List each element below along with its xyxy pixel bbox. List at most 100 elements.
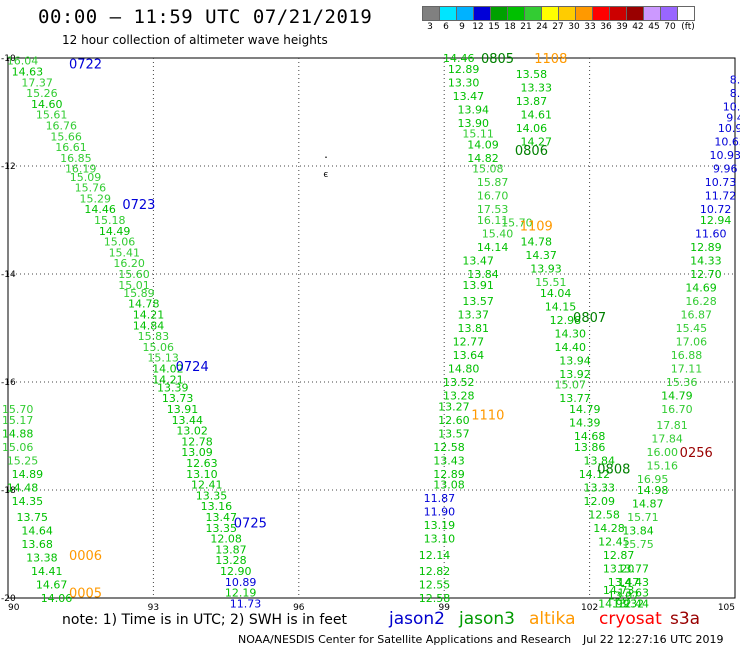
wave-height-value: 15.71 [627, 511, 659, 524]
wave-height-value: 15.09 [70, 171, 102, 184]
wave-height-value: 14.98 [637, 484, 669, 497]
wave-height-value: 16.04 [7, 55, 39, 68]
wave-height-value: 13.77 [617, 562, 649, 575]
wave-height-value: 12.94 [700, 214, 732, 227]
wave-height-value: 13.64 [453, 349, 485, 362]
wave-height-value: 12.89 [448, 63, 480, 76]
wave-height-value: 10.73 [705, 176, 737, 189]
wave-height-value: 11.87 [424, 492, 456, 505]
wave-height-value: 15.26 [26, 87, 58, 100]
wave-height-value: 10.93 [710, 149, 740, 162]
wave-height-value: 14.43 [617, 576, 649, 589]
colorbar-label: 18 [504, 22, 516, 32]
wave-height-value: 15.40 [482, 228, 514, 241]
wave-height-value: 13.08 [433, 479, 465, 492]
colorbar-label: 36 [600, 22, 612, 32]
wave-height-value: 12.78 [181, 435, 213, 448]
wave-height-value: 16.11 [477, 214, 509, 227]
wave-height-value: 12.58 [588, 508, 620, 521]
wave-height-value: 13.47 [206, 511, 238, 524]
colorbar-label: 45 [648, 22, 660, 32]
wave-height-value: 13.37 [458, 309, 490, 322]
wave-height-value: 13.32 [613, 597, 645, 610]
colorbar-swatch [677, 6, 695, 21]
wave-height-value: 14.87 [632, 498, 664, 511]
pass-time-label: 0807 [573, 311, 606, 326]
wave-height-value: 15.41 [109, 246, 141, 259]
wave-height-value: 15.75 [622, 538, 654, 551]
colorbar-label: 12 [472, 22, 484, 32]
wave-height-value: 16.28 [685, 295, 717, 308]
wave-height-value: 11.72 [705, 190, 737, 203]
wave-height-value: 15.18 [94, 214, 126, 227]
wave-height-value: 13.84 [467, 268, 499, 281]
pass-time-label: 0725 [234, 516, 267, 531]
credit-line: NOAA/NESDIS Center for Satellite Applica… [238, 633, 572, 646]
wave-height-value: 15.51 [535, 276, 567, 289]
lat-tick-label: -18 [1, 486, 16, 496]
wave-height-value: 17.53 [477, 203, 509, 216]
lat-tick-label: -10 [1, 54, 16, 64]
wave-height-value: 13.47 [608, 576, 640, 589]
wave-height-value: 13.94 [559, 354, 591, 367]
lat-tick-label: -16 [1, 378, 16, 388]
wave-height-value: 15.45 [676, 322, 708, 335]
wave-height-value: 14.73 [603, 584, 635, 597]
wave-height-value: 13.39 [157, 381, 189, 394]
wave-height-value: 12.90 [220, 565, 252, 578]
wave-height-value: 15.66 [50, 130, 82, 143]
wave-height-value: 10.63 [714, 136, 740, 149]
wave-height-value: 8. [730, 74, 740, 87]
wave-height-value: 14.46 [84, 203, 116, 216]
wave-height-value: 12.87 [603, 549, 635, 562]
lon-tick-label: 96 [293, 603, 305, 613]
colorbar-label: 24 [536, 22, 548, 32]
wave-height-value: 13.16 [201, 500, 233, 513]
colorbar-label: 27 [552, 22, 564, 32]
wave-height-value: 12.89 [433, 468, 465, 481]
pass-time-label: 0005 [69, 587, 102, 602]
wave-height-value: 13.27 [438, 400, 470, 413]
wave-height-value: 11.60 [695, 228, 727, 241]
wave-height-value: 12.45 [598, 535, 630, 548]
wave-height-value: 12.14 [419, 549, 451, 562]
wave-height-value: 13.84 [584, 454, 616, 467]
wave-height-value: 15.60 [118, 268, 150, 281]
wave-height-value: 12.98 [550, 314, 582, 327]
wave-height-value: 14.06 [516, 122, 548, 135]
wave-height-value: 15.07 [554, 379, 586, 392]
wave-height-value: 14.21 [152, 373, 184, 386]
wave-height-value: 10.72 [700, 203, 732, 216]
wave-height-value: 10.9 [718, 122, 740, 135]
wave-height-value: 14.88 [2, 427, 34, 440]
wave-height-value: 11.90 [424, 506, 456, 519]
wave-height-value: 12.58 [433, 441, 465, 454]
wave-height-value: 14.82 [467, 152, 499, 165]
colorbar-label: 9 [459, 22, 465, 32]
wave-height-value: 13.09 [181, 446, 213, 459]
wave-height-value: 16.87 [680, 309, 712, 322]
wave-height-value: 13.93 [530, 263, 562, 276]
wave-height-value: 14.37 [525, 249, 557, 262]
wave-height-value: 15.11 [462, 128, 494, 141]
legend-altika: altika [529, 609, 576, 629]
wave-height-value: 15.25 [7, 454, 39, 467]
lat-tick-label: -20 [1, 594, 16, 604]
wave-height-value: 14.21 [133, 309, 165, 322]
wave-height-value: 14.09 [467, 138, 499, 151]
footnote: note: 1) Time is in UTC; 2) SWH is in fe… [62, 612, 348, 628]
legend-s3a: s3a [670, 609, 701, 629]
wave-height-value: 12.60 [438, 414, 470, 427]
pass-time-label: 1108 [534, 52, 567, 67]
wave-height-value: 14.40 [554, 341, 586, 354]
wave-height-value: 12.44 [617, 597, 649, 610]
wave-height-value: 13.33 [584, 481, 616, 494]
wave-height-value: 11.73 [230, 597, 262, 610]
pass-time-label: 0806 [515, 144, 548, 159]
wave-height-value: 14.35 [12, 495, 44, 508]
wave-height-value: 16.20 [113, 257, 145, 270]
wave-height-value: 13.44 [172, 414, 204, 427]
wave-height-value: 12.89 [690, 241, 722, 254]
wave-height-value: 14.67 [36, 579, 68, 592]
